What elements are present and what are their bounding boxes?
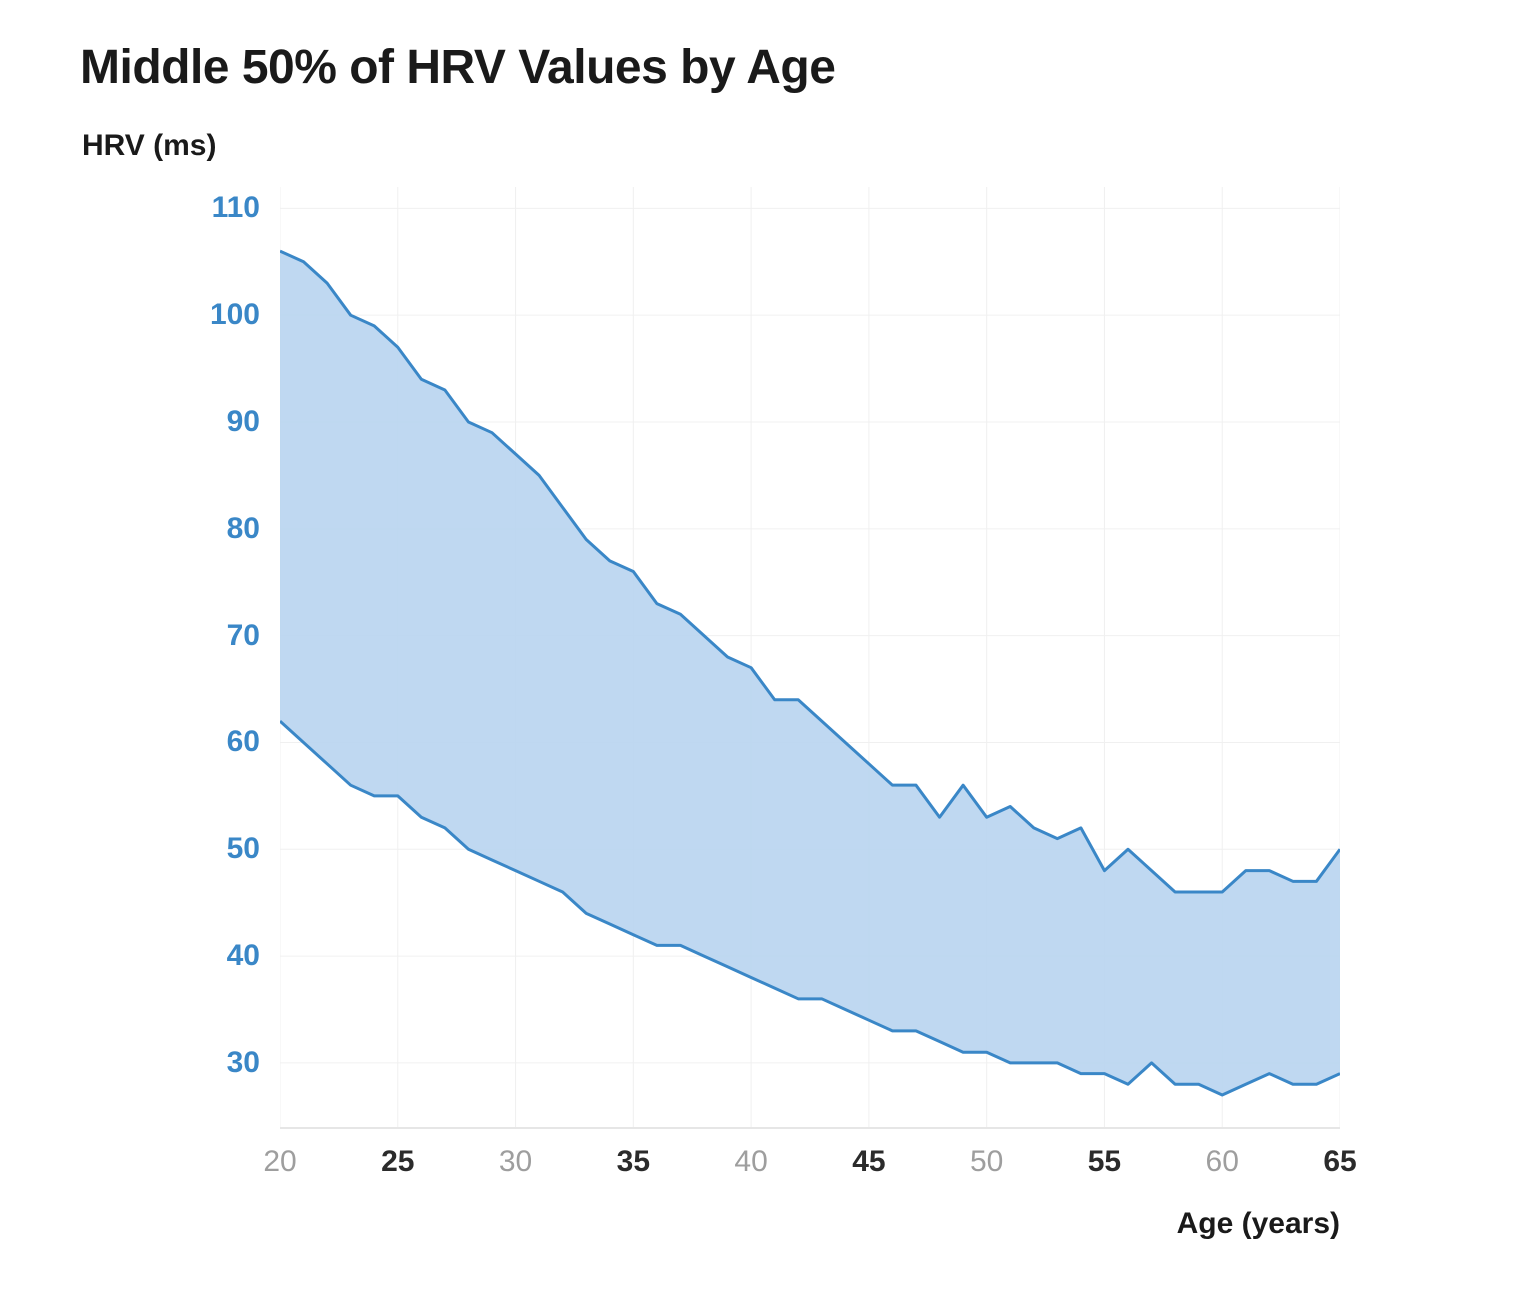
x-tick-label: 20 [263, 1145, 296, 1179]
x-tick-label: 45 [852, 1145, 885, 1179]
x-tick-label: 55 [1088, 1145, 1121, 1179]
y-tick-label: 50 [227, 832, 260, 866]
y-tick-label: 100 [210, 298, 260, 332]
chart-wrap: 30405060708090100110 2025303540455055606… [170, 187, 1340, 1129]
x-tick-label: 60 [1206, 1145, 1239, 1179]
x-tick-label: 40 [734, 1145, 767, 1179]
x-axis-label: Age (years) [1177, 1207, 1340, 1241]
x-tick-label: 25 [381, 1145, 414, 1179]
x-tick-label: 30 [499, 1145, 532, 1179]
y-tick-label: 40 [227, 939, 260, 973]
y-axis-label: HRV (ms) [82, 129, 1456, 163]
y-tick-label: 110 [212, 191, 260, 225]
plot-svg [280, 187, 1340, 1127]
x-tick-label: 35 [617, 1145, 650, 1179]
y-tick-label: 30 [227, 1046, 260, 1080]
x-tick-label: 50 [970, 1145, 1003, 1179]
y-tick-label: 80 [227, 512, 260, 546]
y-ticks: 30 40 50 60 70 80 90 100 110 [170, 187, 270, 1127]
y-tick-label: 90 [227, 405, 260, 439]
x-tick-label: 65 [1323, 1145, 1356, 1179]
chart-title: Middle 50% of HRV Values by Age [80, 40, 1456, 95]
plot-area [280, 187, 1340, 1129]
y-tick-label: 70 [227, 619, 260, 653]
x-ticks: 20253035404550556065 [280, 1137, 1340, 1197]
y-tick-label: 60 [227, 725, 260, 759]
chart-page: Middle 50% of HRV Values by Age HRV (ms)… [0, 0, 1536, 1313]
hrv-band [280, 251, 1340, 1095]
